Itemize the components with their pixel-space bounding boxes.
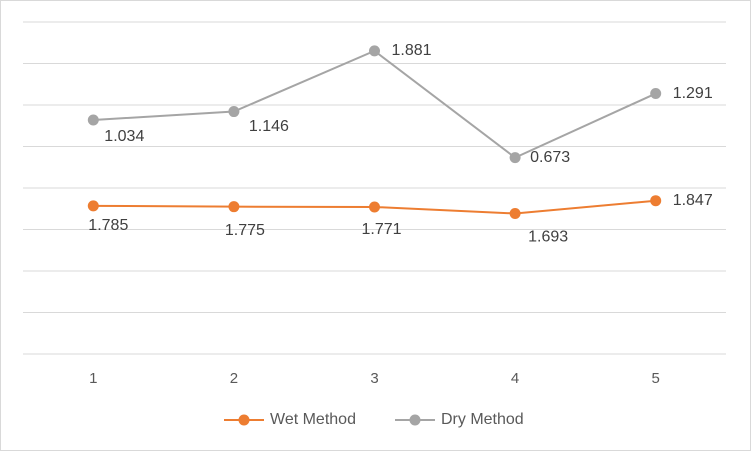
data-point — [650, 195, 662, 207]
x-tick-label: 2 — [230, 370, 238, 387]
data-label: 1.775 — [225, 222, 265, 239]
data-label: 1.881 — [392, 42, 432, 59]
series-line-dry-method — [93, 49, 657, 159]
data-label: 1.785 — [88, 217, 128, 234]
data-point — [369, 201, 380, 213]
x-tick-label: 4 — [511, 370, 519, 387]
x-axis-ticks: 1 2 3 4 5 — [89, 370, 660, 387]
data-point — [650, 88, 662, 100]
data-point — [228, 201, 240, 213]
legend: Wet Method Dry Method — [224, 411, 524, 428]
data-label: 1.693 — [528, 229, 568, 246]
x-tick-label: 3 — [370, 370, 378, 387]
data-label: 1.771 — [362, 221, 402, 238]
x-tick-label: 1 — [89, 370, 97, 387]
legend-item: Dry Method — [395, 411, 524, 428]
x-tick-label: 5 — [652, 370, 660, 387]
data-point — [509, 207, 521, 219]
data-label: 1.291 — [673, 85, 713, 102]
data-label: 1.146 — [249, 118, 289, 135]
data-point — [509, 152, 521, 164]
data-label: 1.034 — [104, 128, 144, 145]
data-point — [369, 45, 380, 57]
data-label: 1.847 — [673, 192, 713, 209]
data-point — [228, 106, 240, 118]
legend-marker-icon — [409, 414, 421, 426]
legend-item: Wet Method — [224, 411, 356, 428]
legend-label: Wet Method — [270, 411, 356, 428]
data-point — [87, 200, 99, 212]
legend-marker-icon — [238, 414, 250, 426]
data-point — [87, 114, 99, 126]
data-label: 0.673 — [530, 149, 570, 166]
data-labels: 1.785 1.775 1.771 1.693 1.847 1.034 1.146 1.881… — [88, 42, 713, 246]
legend-label: Dry Method — [441, 411, 524, 428]
series-layer — [87, 45, 662, 219]
gridlines — [23, 21, 726, 355]
